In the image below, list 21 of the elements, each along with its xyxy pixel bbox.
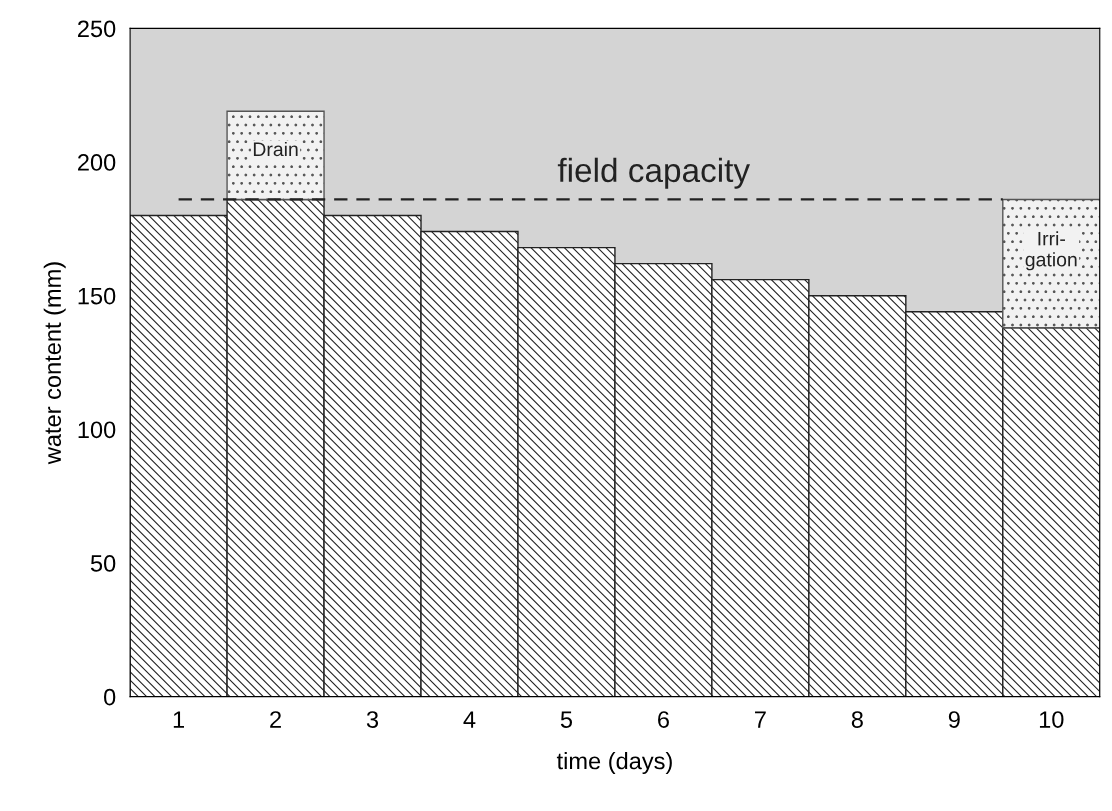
y-tick-label: 50 <box>90 555 116 572</box>
series-label: Drain <box>253 141 298 157</box>
y-tick-label: 250 <box>78 20 116 38</box>
series-label: Irri- gation <box>1025 231 1077 271</box>
x-tick-label: 3 <box>366 711 379 728</box>
x-axis-title: time (days) <box>556 751 672 774</box>
y-tick-label: 100 <box>78 421 116 439</box>
x-tick-label: 1 <box>173 711 184 728</box>
ref-line-label: field capacity <box>557 157 751 189</box>
y-axis-title: water content (mm) <box>43 262 66 465</box>
x-tick-label: 4 <box>463 711 476 728</box>
x-tick-label: 7 <box>755 711 766 728</box>
x-tick-label: 6 <box>658 711 669 728</box>
x-tick-label: 9 <box>948 711 960 728</box>
x-tick-label: 10 <box>1039 711 1064 728</box>
x-tick-label: 2 <box>270 711 281 728</box>
x-tick-label: 8 <box>851 711 863 728</box>
y-tick-label: 0 <box>104 688 116 706</box>
x-tick-label: 5 <box>560 711 573 728</box>
y-tick-label: 200 <box>78 154 116 171</box>
y-tick-label: 150 <box>78 287 116 305</box>
